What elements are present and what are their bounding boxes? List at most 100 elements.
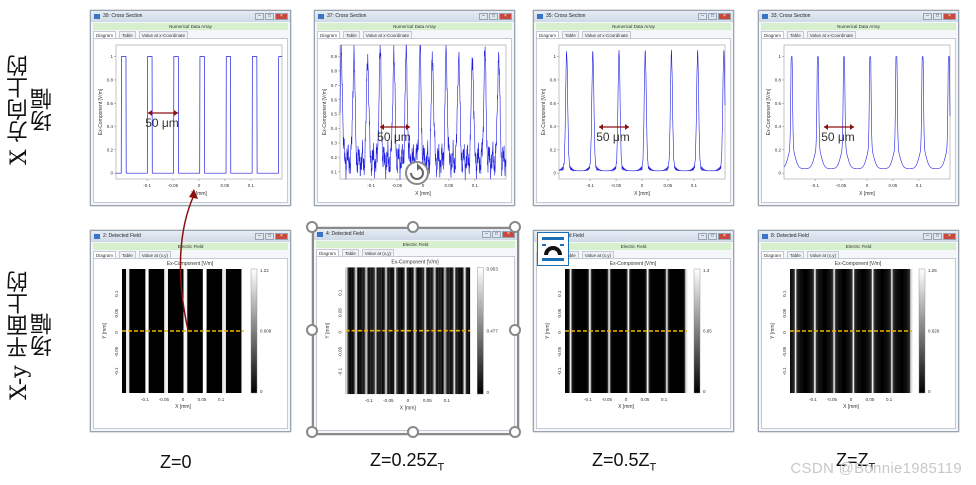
maximize-icon[interactable]: □ bbox=[492, 231, 501, 238]
chart-frame bbox=[115, 44, 283, 180]
y-axis-label: Y [mm] bbox=[545, 323, 551, 339]
resize-handle-top-center[interactable] bbox=[407, 221, 419, 233]
tab-value[interactable]: Value at x-Coordinate bbox=[362, 31, 412, 38]
cross-section-window[interactable]: 35: Cross Section – □ × Numerical Data Array… bbox=[533, 10, 734, 206]
tab-diagram[interactable]: Diagram bbox=[93, 251, 117, 258]
resize-handle-bottom-left[interactable] bbox=[306, 426, 318, 438]
detected-field-window[interactable]: 4: Detected Field – □ × Electric Field Diagra… bbox=[312, 227, 519, 435]
field-curve bbox=[558, 49, 726, 172]
colorbar-label: 1.22 bbox=[260, 268, 269, 273]
detected-field-window[interactable]: 6: Detected Field–□×Electric FieldDiagra… bbox=[533, 230, 734, 432]
tab-diagram[interactable]: Diagram bbox=[536, 31, 560, 38]
minimize-icon[interactable]: – bbox=[923, 233, 932, 240]
window-title: 39: Cross Section bbox=[103, 13, 143, 19]
tab-value[interactable]: Value at x-Coordinate bbox=[138, 31, 188, 38]
window-buttons: – □ × bbox=[923, 13, 956, 20]
window-buttons: – □ × bbox=[479, 13, 512, 20]
resize-handle-mid-left[interactable] bbox=[306, 324, 318, 336]
maximize-icon[interactable]: □ bbox=[933, 13, 942, 20]
tab-value[interactable]: Value at x-Coordinate bbox=[806, 31, 856, 38]
maximize-icon[interactable]: □ bbox=[933, 233, 942, 240]
maximize-icon[interactable]: □ bbox=[708, 13, 717, 20]
maximize-icon[interactable]: □ bbox=[708, 233, 717, 240]
close-icon[interactable]: × bbox=[502, 231, 515, 238]
window-titlebar: 33: Cross Section – □ × bbox=[759, 11, 958, 22]
rotate-handle-icon[interactable] bbox=[404, 160, 430, 186]
tab-table[interactable]: Table bbox=[342, 249, 359, 256]
close-icon[interactable]: × bbox=[275, 233, 288, 240]
resize-handle-bottom-right[interactable] bbox=[509, 426, 521, 438]
y-tick-label: 0.6 bbox=[331, 97, 338, 102]
y-tick-label: 0.4 bbox=[550, 124, 557, 129]
minimize-icon[interactable]: – bbox=[698, 233, 707, 240]
x-tick-label: 0.1 bbox=[886, 397, 893, 402]
view-tabs: Diagram Table Value at x-Coordinate bbox=[761, 31, 856, 38]
maximize-icon[interactable]: □ bbox=[265, 233, 274, 240]
tab-value[interactable]: Value at x-Coordinate bbox=[581, 31, 631, 38]
tab-table[interactable]: Table bbox=[562, 31, 579, 38]
x-tick-label: 0.1 bbox=[661, 397, 668, 402]
x-axis-label: X [mm] bbox=[415, 191, 431, 197]
y-tick-label: 0.8 bbox=[550, 77, 557, 82]
resize-handle-top-left[interactable] bbox=[306, 221, 318, 233]
close-icon[interactable]: × bbox=[718, 13, 731, 20]
view-tabs: Diagram Table Value at x-Coordinate bbox=[93, 31, 188, 38]
y-tick-label: 0.2 bbox=[331, 155, 338, 160]
colorbar-label: 1.3 bbox=[703, 268, 710, 273]
resize-handle-bottom-center[interactable] bbox=[407, 426, 419, 438]
y-tick-label: -0.05 bbox=[337, 346, 342, 357]
tab-table[interactable]: Table bbox=[119, 251, 136, 258]
colorbar-label: 0 bbox=[260, 389, 263, 394]
maximize-icon[interactable]: □ bbox=[489, 13, 498, 20]
minimize-icon[interactable]: – bbox=[255, 233, 264, 240]
tab-value[interactable]: Value at (x,y) bbox=[138, 251, 171, 258]
close-icon[interactable]: × bbox=[943, 233, 956, 240]
minimize-icon[interactable]: – bbox=[923, 13, 932, 20]
period-label: 50 μm bbox=[145, 116, 179, 130]
tab-diagram[interactable]: Diagram bbox=[761, 251, 785, 258]
y-tick-label: 0.1 bbox=[331, 169, 338, 174]
close-icon[interactable]: × bbox=[275, 13, 288, 20]
maximize-icon[interactable]: □ bbox=[265, 13, 274, 20]
colorbar-label: 0 bbox=[703, 389, 706, 394]
cross-section-window[interactable]: 33: Cross Section – □ × Numerical Data Array… bbox=[758, 10, 959, 206]
y-tick-label: 0.6 bbox=[550, 101, 557, 106]
tab-table[interactable]: Table bbox=[343, 31, 360, 38]
caption-zt: Z=ZT bbox=[836, 450, 876, 474]
detected-field-window[interactable]: 2: Detected Field – □ × Electric Field Diagra… bbox=[90, 230, 291, 432]
minimize-icon[interactable]: – bbox=[698, 13, 707, 20]
y-axis-label: Ex-Component [V/m] bbox=[98, 88, 104, 135]
tab-value[interactable]: Value at (x,y) bbox=[581, 251, 614, 258]
tab-diagram[interactable]: Diagram bbox=[761, 31, 785, 38]
close-icon[interactable]: × bbox=[718, 233, 731, 240]
colorbar-label: 0 bbox=[928, 389, 931, 394]
minimize-icon[interactable]: – bbox=[479, 13, 488, 20]
minimize-icon[interactable]: – bbox=[255, 13, 264, 20]
close-icon[interactable]: × bbox=[499, 13, 512, 20]
tab-table[interactable]: Table bbox=[787, 31, 804, 38]
y-tick-label: 0.8 bbox=[775, 77, 782, 82]
row-label-x-direction: X 方向上的场幅 bbox=[7, 54, 56, 166]
window-title: 35: Cross Section bbox=[546, 13, 586, 19]
y-axis-label: Ex-Component [V/m] bbox=[766, 88, 772, 135]
window-title: 8: Detected Field bbox=[771, 233, 809, 239]
colorbar-label: 0.65 bbox=[703, 329, 712, 334]
resize-handle-top-right[interactable] bbox=[509, 221, 521, 233]
resize-handle-mid-right[interactable] bbox=[509, 324, 521, 336]
x-tick-label: 0 bbox=[182, 397, 185, 402]
x-tick-label: -0.05 bbox=[611, 183, 622, 188]
tab-diagram[interactable]: Diagram bbox=[317, 31, 341, 38]
tab-value[interactable]: Value at (x,y) bbox=[361, 249, 394, 256]
tab-diagram[interactable]: Diagram bbox=[316, 249, 340, 256]
close-icon[interactable]: × bbox=[943, 13, 956, 20]
y-axis-label: Y [mm] bbox=[770, 323, 776, 339]
detected-field-window[interactable]: 8: Detected Field – □ × Electric Field Diagra… bbox=[758, 230, 959, 432]
minimize-icon[interactable]: – bbox=[482, 231, 491, 238]
tab-table[interactable]: Table bbox=[119, 31, 136, 38]
tab-value[interactable]: Value at (x,y) bbox=[806, 251, 839, 258]
tab-diagram[interactable]: Diagram bbox=[93, 31, 117, 38]
cross-section-window[interactable]: 39: Cross Section – □ × Numerical Data Array… bbox=[90, 10, 291, 206]
layout-options-icon[interactable] bbox=[537, 232, 569, 266]
tab-table[interactable]: Table bbox=[787, 251, 804, 258]
x-tick-label: 0 bbox=[422, 183, 425, 188]
